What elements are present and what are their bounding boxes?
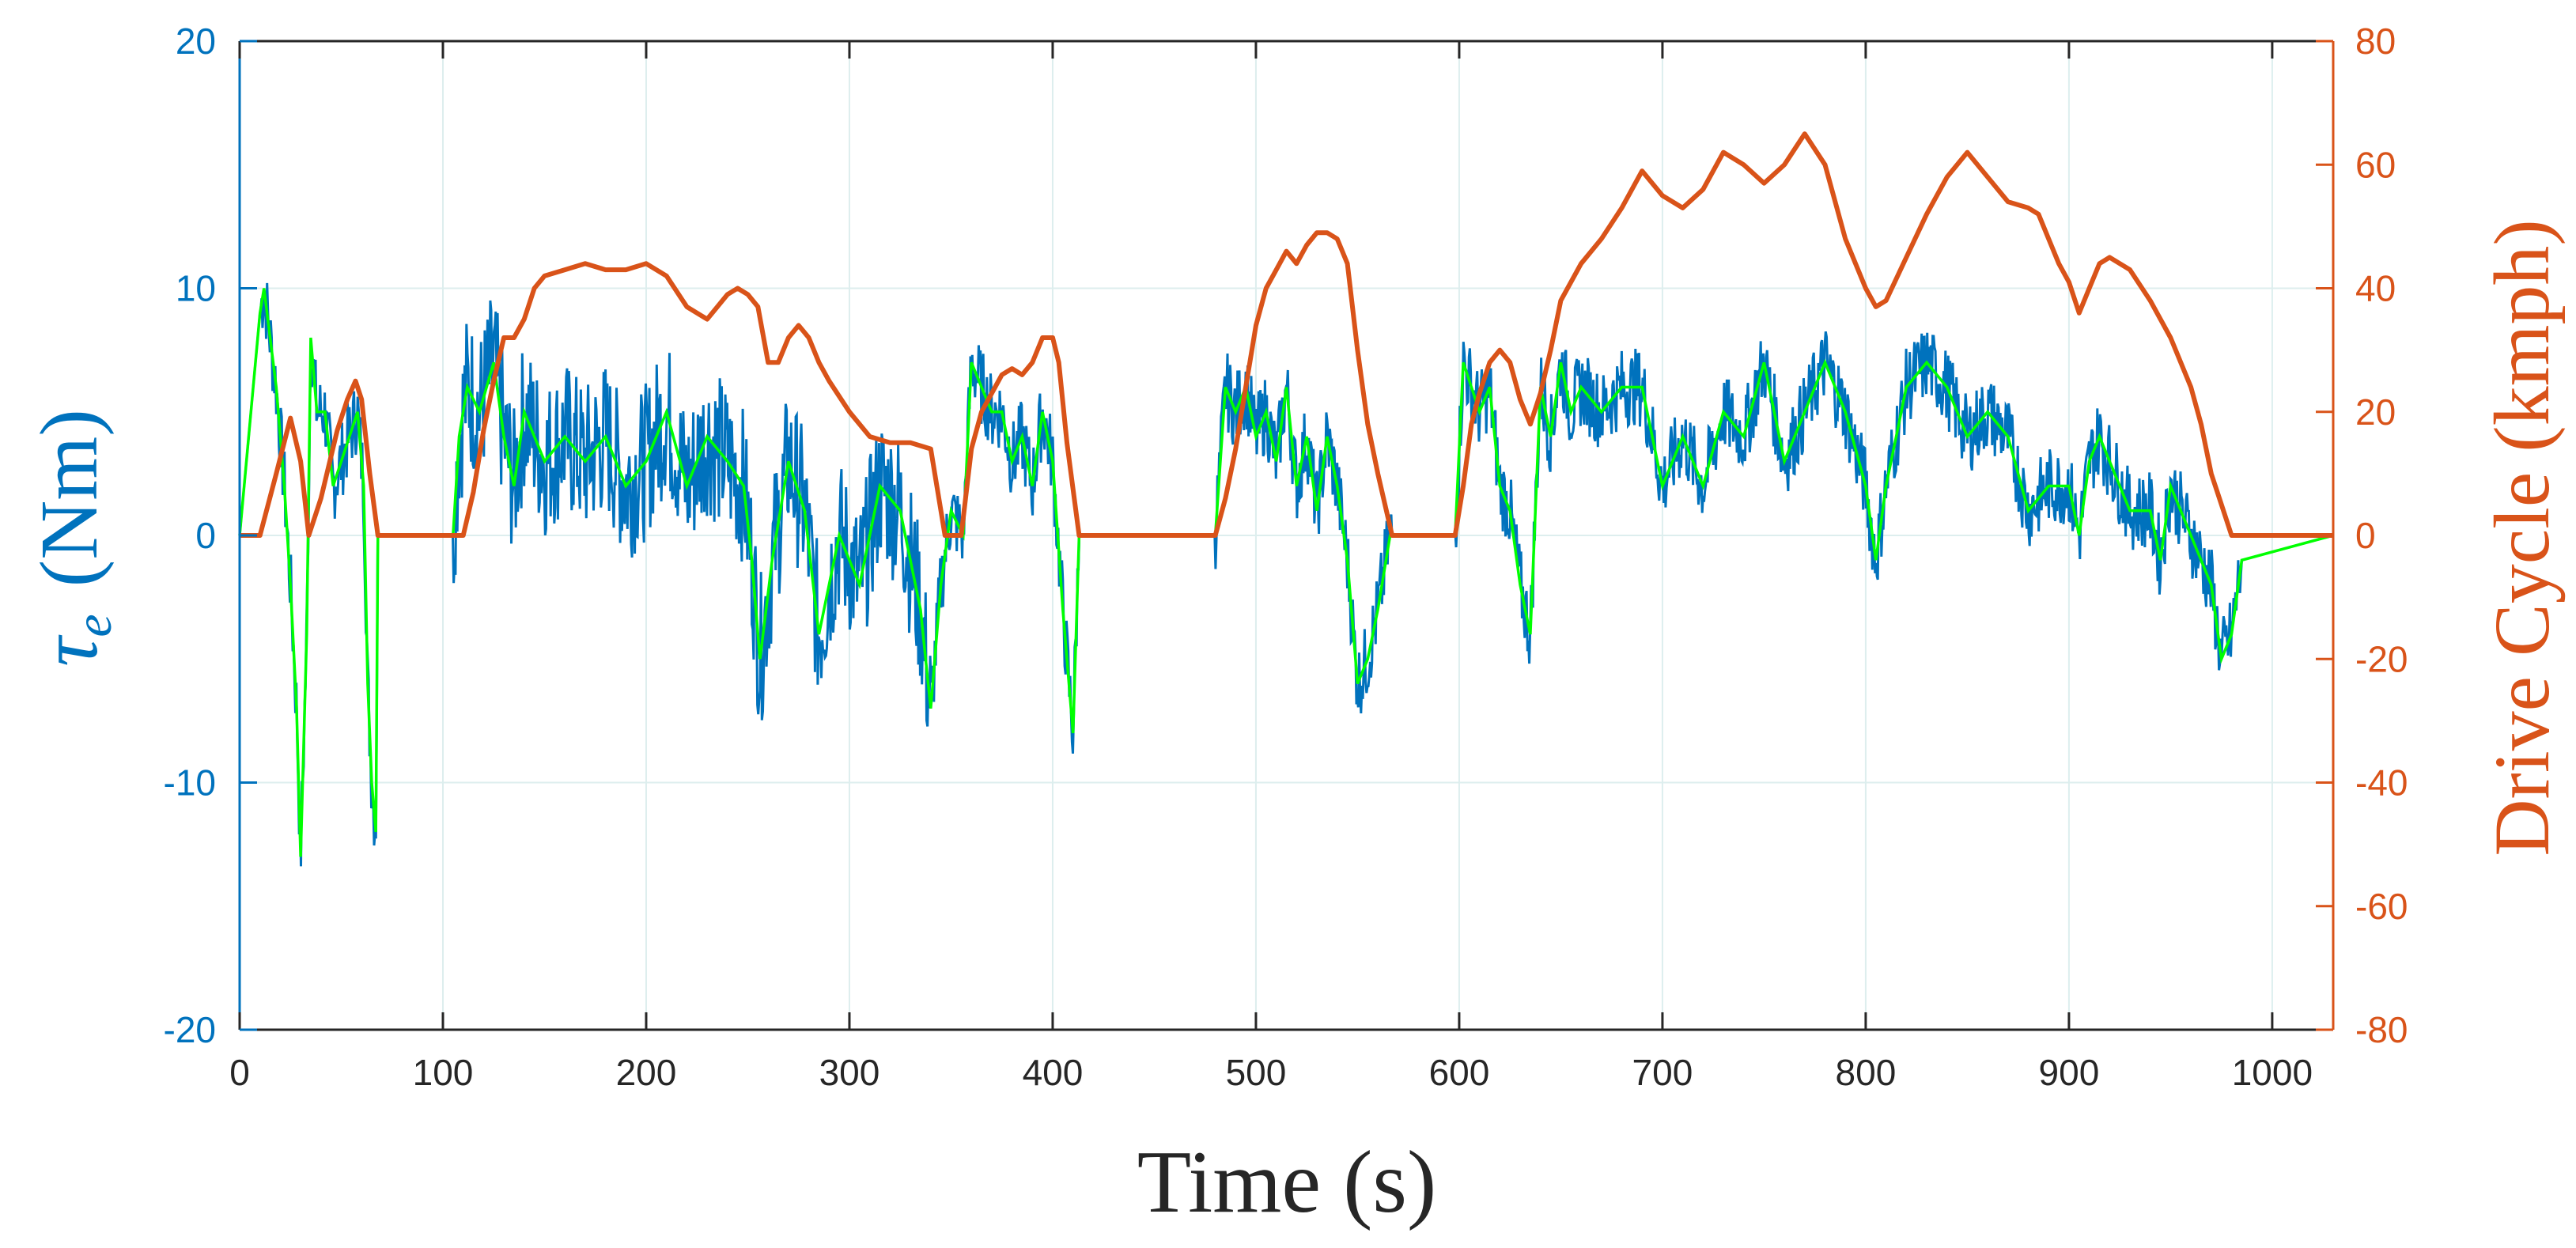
grid-lines bbox=[240, 41, 2333, 1030]
y-tick-label-left: -10 bbox=[164, 762, 216, 804]
y-tick-label-right: 40 bbox=[2355, 268, 2396, 309]
y-tick-label-right: -80 bbox=[2355, 1009, 2408, 1050]
y-tick-label-left: -20 bbox=[164, 1009, 216, 1050]
torque-measured-line bbox=[238, 282, 2333, 867]
x-tick-label: 100 bbox=[413, 1052, 474, 1093]
y-axis-label-right: Drive Cycle (kmph) bbox=[2478, 219, 2566, 856]
series-lines bbox=[238, 131, 2334, 857]
x-tick-label: 0 bbox=[229, 1052, 250, 1093]
axes bbox=[238, 40, 2335, 1031]
x-tick-label: 700 bbox=[1632, 1052, 1693, 1093]
x-tick-label: 1000 bbox=[2232, 1052, 2313, 1093]
y-axis-label-left: τe (Nm) bbox=[24, 409, 123, 667]
torque-reference-line bbox=[238, 288, 2334, 857]
x-tick-label: 300 bbox=[819, 1052, 880, 1093]
y-axis-label-left-subscript: e bbox=[65, 614, 123, 637]
x-tick-label: 200 bbox=[616, 1052, 677, 1093]
x-tick-label: 600 bbox=[1429, 1052, 1490, 1093]
y-axis-label-left-symbol: τ bbox=[24, 634, 115, 667]
y-tick-label-right: 20 bbox=[2355, 391, 2396, 433]
x-tick-label: 800 bbox=[1836, 1052, 1897, 1093]
torque-signal-band bbox=[238, 282, 2333, 867]
x-tick-label: 900 bbox=[2039, 1052, 2100, 1093]
x-axis-label: Time (s) bbox=[1137, 1133, 1437, 1231]
y-tick-label-left: 20 bbox=[176, 21, 216, 62]
y-tick-label-right: 80 bbox=[2355, 21, 2396, 62]
y-tick-label-right: -40 bbox=[2355, 762, 2408, 804]
y-axis-label-left-unit: (Nm) bbox=[24, 409, 115, 587]
x-tick-label: 500 bbox=[1226, 1052, 1287, 1093]
y-tick-label-right: 60 bbox=[2355, 144, 2396, 185]
y-tick-label-left: 10 bbox=[176, 268, 216, 309]
x-tick-label: 400 bbox=[1023, 1052, 1084, 1093]
y-tick-label-right: -60 bbox=[2355, 886, 2408, 927]
y-tick-label-right: 0 bbox=[2355, 515, 2376, 556]
y-tick-label-left: 0 bbox=[195, 515, 216, 556]
tick-labels: 0 100 200 300 400 500 600 700 800 900 1000-20-1001… bbox=[164, 21, 2408, 1093]
drive-cycle-line bbox=[240, 131, 2333, 538]
y-tick-label-right: -20 bbox=[2355, 638, 2408, 679]
